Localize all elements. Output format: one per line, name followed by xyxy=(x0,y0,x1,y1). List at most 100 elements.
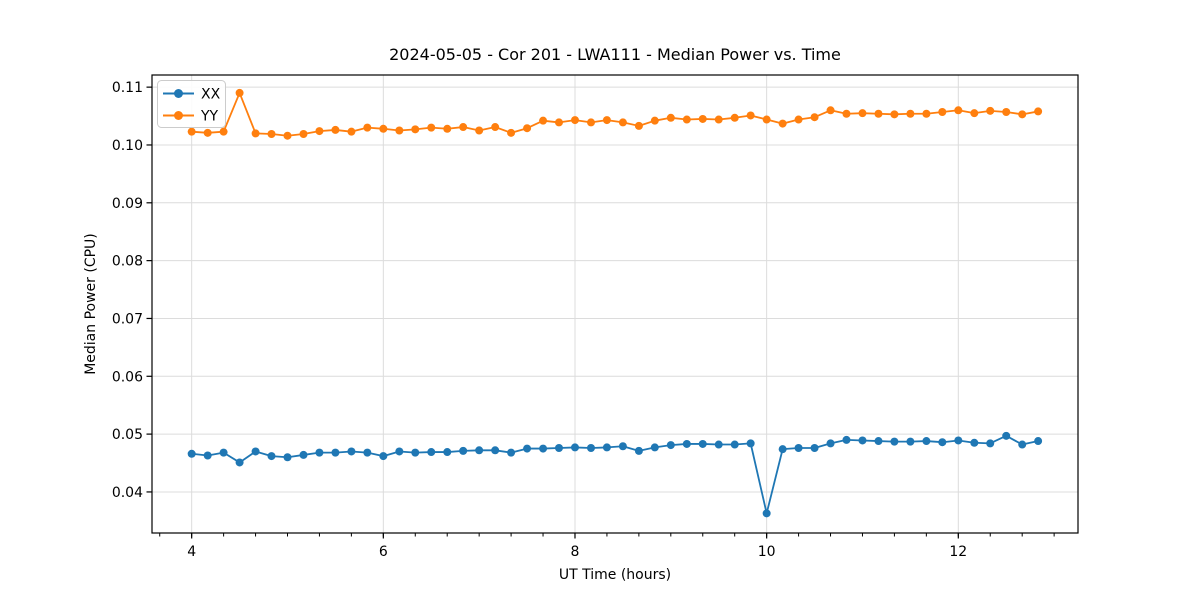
data-point-xx xyxy=(970,438,979,447)
data-point-xx xyxy=(539,444,548,453)
data-point-yy xyxy=(331,125,340,134)
data-point-yy xyxy=(251,129,260,138)
data-point-yy xyxy=(586,118,595,127)
data-point-yy xyxy=(634,121,643,130)
data-point-yy xyxy=(938,108,947,117)
data-point-yy xyxy=(507,128,516,137)
x-tick-label: 6 xyxy=(379,544,388,560)
data-point-yy xyxy=(539,116,548,125)
legend-marker-xx xyxy=(174,89,183,98)
data-point-xx xyxy=(395,447,404,456)
y-tick-label: 0.09 xyxy=(112,196,143,212)
y-tick-label: 0.07 xyxy=(112,311,143,327)
x-tick-label: 10 xyxy=(758,544,776,560)
x-tick-label: 12 xyxy=(949,544,967,560)
y-tick-labels: 0.04 0.05 0.06 0.07 0.08 0.09 0.10 0.11 xyxy=(112,80,143,501)
data-point-xx xyxy=(890,437,899,446)
y-tick-label: 0.05 xyxy=(112,427,143,443)
data-point-yy xyxy=(762,115,771,124)
data-point-yy xyxy=(746,111,755,120)
data-point-xx xyxy=(491,446,500,455)
data-point-yy xyxy=(954,106,963,115)
data-point-xx xyxy=(906,437,915,446)
legend-marker-yy xyxy=(174,111,183,120)
data-point-xx xyxy=(714,440,723,449)
data-point-yy xyxy=(411,125,420,134)
data-point-xx xyxy=(1034,437,1043,446)
data-point-yy xyxy=(794,115,803,124)
data-point-yy xyxy=(650,116,659,125)
data-point-yy xyxy=(299,129,308,138)
data-point-yy xyxy=(874,109,883,118)
data-point-yy xyxy=(682,115,691,124)
data-point-yy xyxy=(778,119,787,128)
data-point-xx xyxy=(602,443,611,452)
y-tick-label: 0.08 xyxy=(112,254,143,270)
axis-ticks xyxy=(146,86,1055,539)
data-point-xx xyxy=(730,440,739,449)
data-point-yy xyxy=(666,113,675,122)
gridlines xyxy=(152,75,1078,533)
data-point-yy xyxy=(554,118,563,127)
data-point-yy xyxy=(986,106,995,115)
legend: XX YY xyxy=(157,80,226,128)
data-point-yy xyxy=(283,131,292,140)
data-point-xx xyxy=(411,448,420,457)
data-point-yy xyxy=(890,110,899,119)
data-point-yy xyxy=(379,124,388,133)
data-point-xx xyxy=(650,443,659,452)
data-point-yy xyxy=(363,123,372,132)
y-tick-label: 0.10 xyxy=(112,138,143,154)
data-point-xx xyxy=(618,442,627,451)
plot-border xyxy=(151,74,1079,534)
data-point-xx xyxy=(187,449,196,458)
data-point-yy xyxy=(523,124,532,133)
data-point-yy xyxy=(443,124,452,133)
data-point-xx xyxy=(267,452,276,461)
data-point-yy xyxy=(395,126,404,135)
data-point-xx xyxy=(331,448,340,457)
data-point-yy xyxy=(1034,107,1043,116)
data-point-xx xyxy=(363,448,372,457)
data-point-xx xyxy=(570,443,579,452)
data-point-yy xyxy=(187,127,196,136)
data-point-xx xyxy=(794,443,803,452)
y-tick-label: 0.06 xyxy=(112,369,143,385)
data-point-xx xyxy=(922,437,931,446)
data-point-yy xyxy=(570,116,579,125)
data-point-xx xyxy=(1018,440,1027,449)
data-point-yy xyxy=(347,127,356,136)
data-point-yy xyxy=(826,106,835,115)
series-yy xyxy=(187,88,1043,140)
data-point-xx xyxy=(507,448,516,457)
x-tick-label: 4 xyxy=(187,544,196,560)
data-point-xx xyxy=(586,443,595,452)
data-point-xx xyxy=(443,448,452,457)
data-point-xx xyxy=(554,443,563,452)
y-tick-label: 0.11 xyxy=(112,80,143,96)
data-point-xx xyxy=(762,509,771,518)
data-point-yy xyxy=(1002,108,1011,117)
data-point-yy xyxy=(315,127,324,136)
data-point-yy xyxy=(475,126,484,135)
data-point-xx xyxy=(746,439,755,448)
data-point-yy xyxy=(267,129,276,138)
data-point-xx xyxy=(954,436,963,445)
data-point-xx xyxy=(634,446,643,455)
data-point-yy xyxy=(427,123,436,132)
data-point-xx xyxy=(219,448,228,457)
data-point-xx xyxy=(299,450,308,459)
data-point-yy xyxy=(730,113,739,122)
data-point-xx xyxy=(842,435,851,444)
x-axis-label: UT Time (hours) xyxy=(559,567,671,583)
data-point-xx xyxy=(682,439,691,448)
data-point-xx xyxy=(235,458,244,467)
data-point-xx xyxy=(379,452,388,461)
data-point-xx xyxy=(251,447,260,456)
data-point-yy xyxy=(618,118,627,127)
data-point-xx xyxy=(347,447,356,456)
data-point-xx xyxy=(203,451,212,460)
data-point-yy xyxy=(810,113,819,122)
data-point-xx xyxy=(858,436,867,445)
